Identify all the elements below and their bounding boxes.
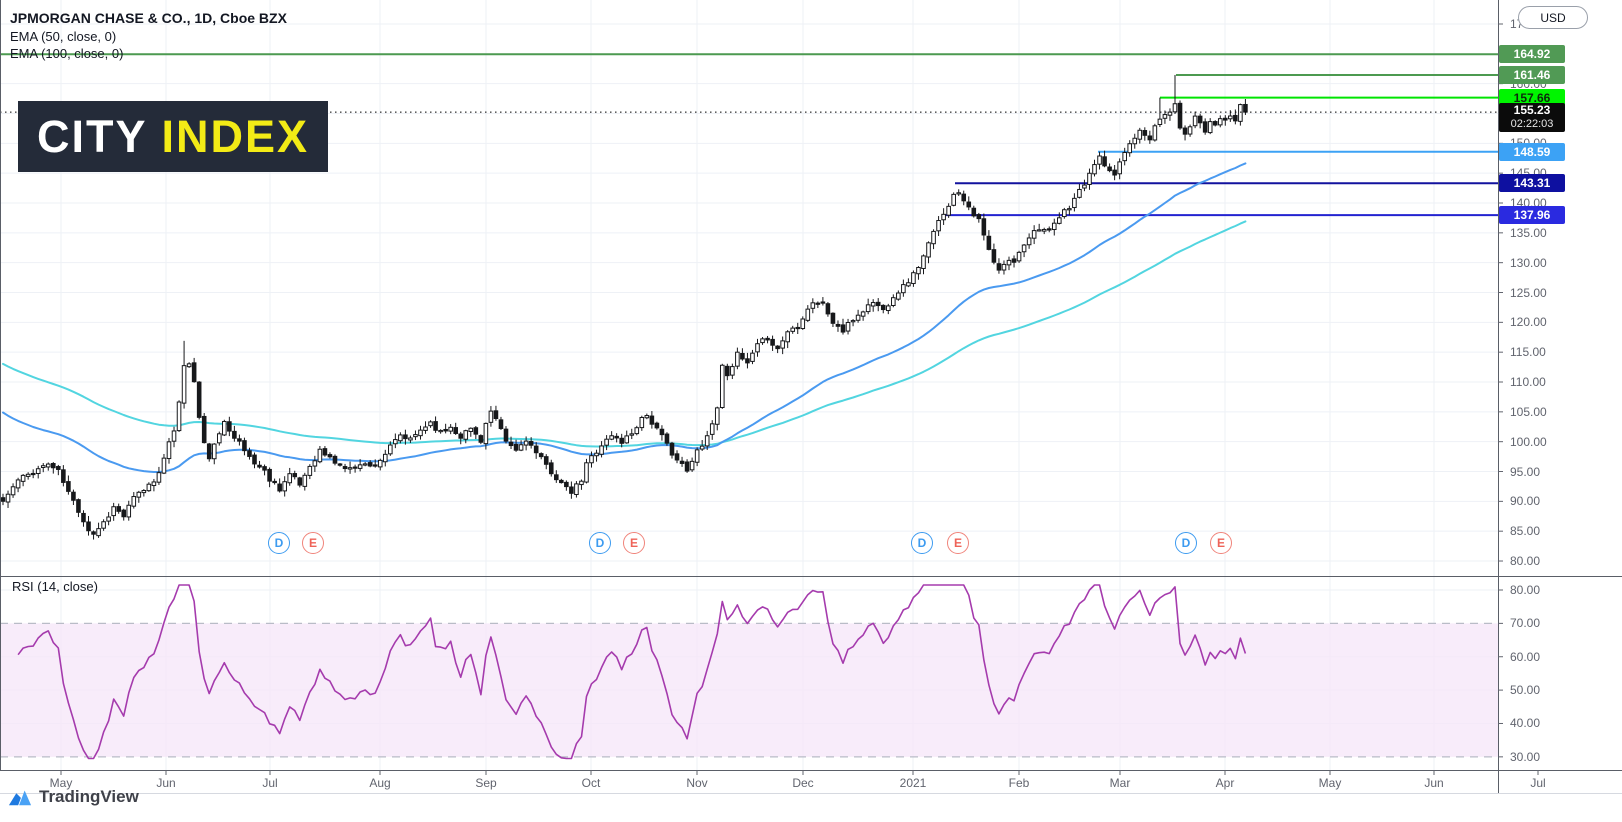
price-axis-tick: 95.00 <box>1510 464 1541 479</box>
time-axis-label: Jun <box>156 776 176 790</box>
rsi-axis-tick: 60.00 <box>1510 649 1541 664</box>
price-axis-tick: 110.00 <box>1510 375 1546 389</box>
price-axis-tick: 80.00 <box>1510 554 1541 569</box>
price-axis-tick: 100.00 <box>1510 434 1547 449</box>
symbol-title[interactable]: JPMORGAN CHASE & CO., 1D, Cboe BZX <box>10 10 287 26</box>
tradingview-attribution[interactable]: TradingView <box>8 786 139 808</box>
price-level-label: 157.66 <box>1499 88 1565 107</box>
time-axis-label: 2021 <box>899 776 927 790</box>
time-axis-label: Oct <box>581 776 601 790</box>
indicator-ema100-label[interactable]: EMA (100, close, 0) <box>10 46 124 61</box>
time-axis-label: May <box>49 776 73 790</box>
city-index-watermark: CITY INDEX <box>18 101 329 172</box>
watermark-word-index: INDEX <box>161 110 310 162</box>
dividend-marker[interactable]: D <box>589 532 611 554</box>
symbol-legend: JPMORGAN CHASE & CO., 1D, Cboe BZX EMA (… <box>10 10 287 62</box>
time-axis-label: Mar <box>1109 776 1131 790</box>
dividend-marker[interactable]: D <box>268 532 290 554</box>
time-axis-label: Apr <box>1215 776 1235 790</box>
earnings-marker[interactable]: E <box>947 532 969 554</box>
watermark-word-city: CITY <box>37 110 148 162</box>
bar-countdown: 02:22:03 <box>1510 118 1554 131</box>
indicator-ema50-label[interactable]: EMA (50, close, 0) <box>10 29 117 44</box>
rsi-axis-tick: 50.00 <box>1510 683 1541 698</box>
dividend-marker[interactable]: D <box>911 532 933 554</box>
indicator-rsi-label[interactable]: RSI (14, close) <box>12 579 98 594</box>
time-axis-label: Sep <box>475 776 497 790</box>
price-level-label: 164.92 <box>1499 45 1565 64</box>
earnings-marker[interactable]: E <box>623 532 645 554</box>
rsi-axis-tick: 40.00 <box>1510 716 1541 731</box>
time-axis-label: Feb <box>1008 776 1030 790</box>
price-axis-tick: 115.00 <box>1510 345 1546 360</box>
price-axis-tick: 85.00 <box>1510 524 1541 539</box>
rsi-axis-tick: 80.00 <box>1510 583 1541 597</box>
dividend-marker[interactable]: D <box>1175 532 1197 554</box>
tradingview-logo-icon <box>8 790 32 806</box>
rsi-axis-tick: 70.00 <box>1510 616 1541 631</box>
time-axis-label: May <box>1318 776 1342 790</box>
rsi-axis-tick: 30.00 <box>1510 749 1541 764</box>
time-axis-label: Jun <box>1424 776 1444 790</box>
price-axis-tick: 125.00 <box>1510 285 1547 300</box>
price-axis-tick: 135.00 <box>1510 225 1547 240</box>
price-axis-tick: 105.00 <box>1510 404 1547 419</box>
price-level-label: 161.46 <box>1499 65 1565 84</box>
price-axis-tick: 130.00 <box>1510 255 1547 270</box>
last-price-value: 155.23 <box>1513 103 1551 118</box>
earnings-marker[interactable]: E <box>1210 532 1232 554</box>
price-axis-tick: 90.00 <box>1510 494 1541 509</box>
currency-toggle-button[interactable]: USD <box>1518 6 1588 29</box>
time-axis-label: Dec <box>792 776 814 790</box>
time-axis-label: Nov <box>686 776 708 790</box>
time-axis-label: Aug <box>369 776 391 790</box>
time-axis-label: Jul <box>262 776 278 790</box>
tradingview-brand-text: TradingView <box>39 787 139 806</box>
time-axis-label: Jul <box>1530 776 1546 790</box>
price-level-label: 137.96 <box>1499 206 1565 225</box>
last-price-label: 155.23 02:22:03 <box>1499 103 1565 133</box>
price-level-label: 148.59 <box>1499 142 1565 161</box>
price-axis-tick: 120.00 <box>1510 315 1547 330</box>
price-level-label: 143.31 <box>1499 174 1565 193</box>
earnings-marker[interactable]: E <box>302 532 324 554</box>
